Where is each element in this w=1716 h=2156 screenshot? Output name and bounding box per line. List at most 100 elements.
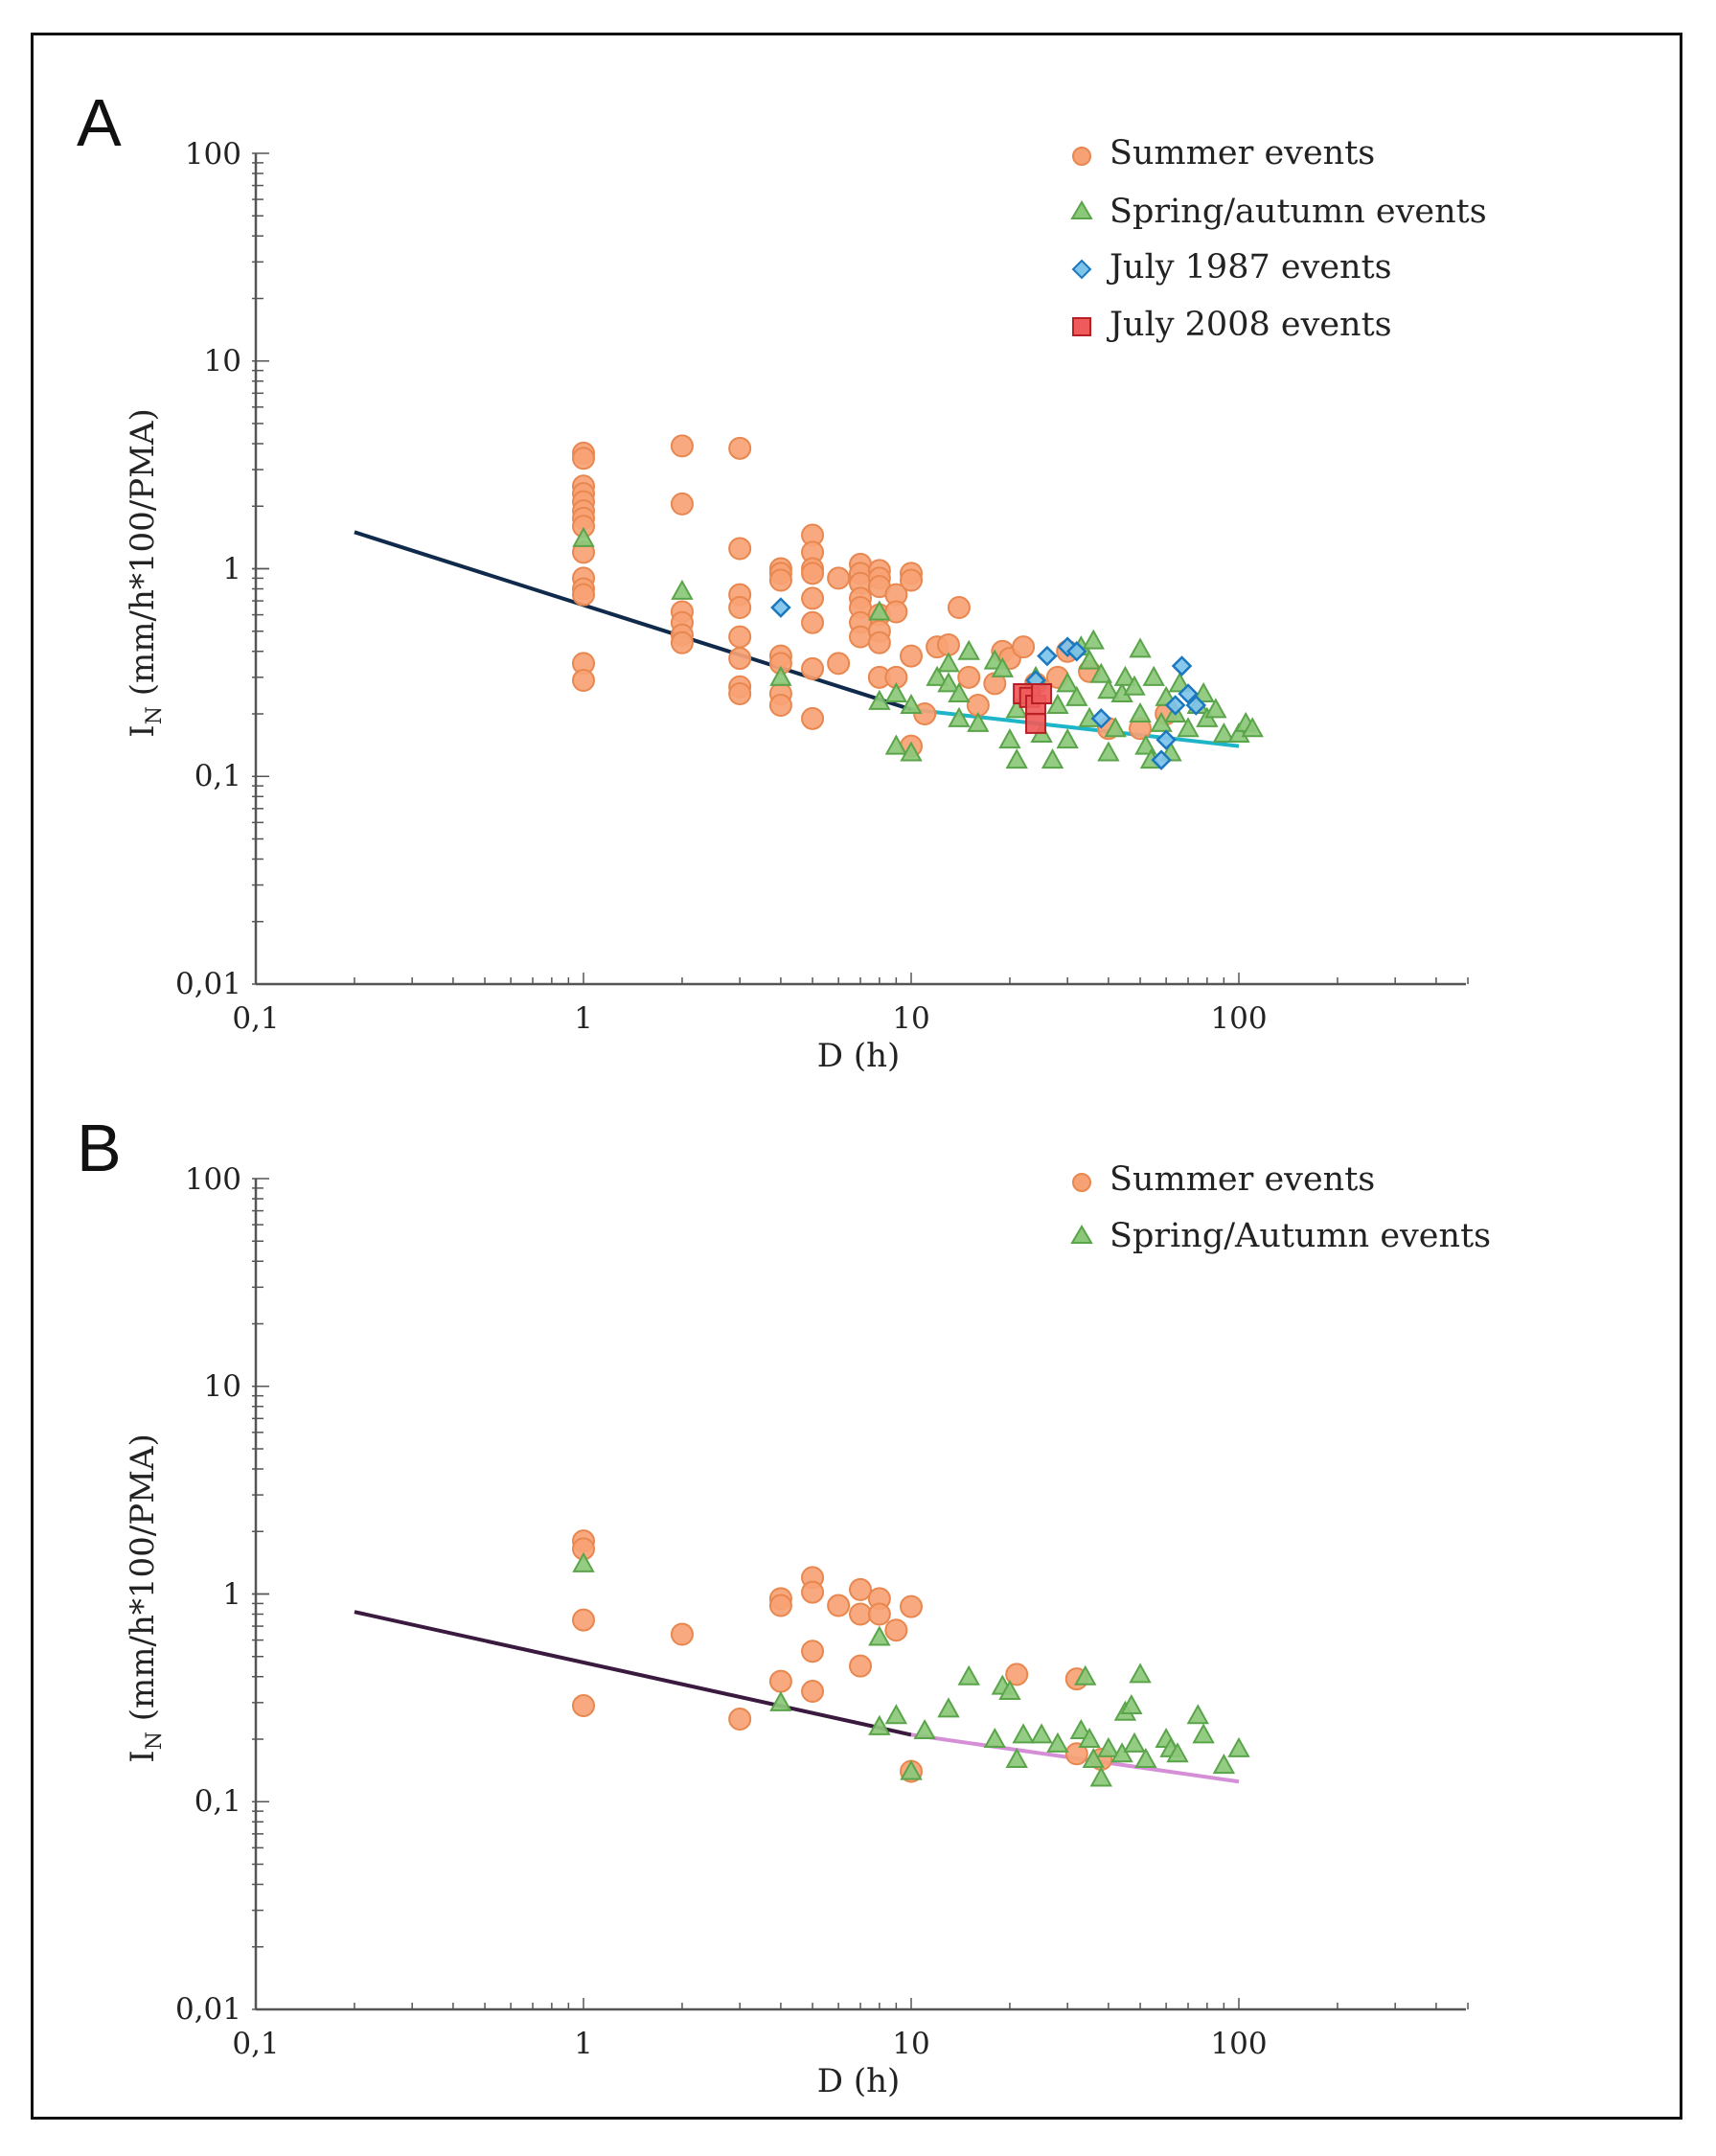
chart-b-point-spring-autumn-events <box>1129 1663 1152 1684</box>
chart-a-point-summer-events <box>947 596 971 620</box>
chart-a-y-tick-label: 100 <box>185 137 241 172</box>
chart-a-point-summer-events <box>572 447 595 470</box>
chart-a-point-july-1987-events <box>1155 729 1177 750</box>
chart-b-x-tick-label: 10 <box>892 2027 929 2061</box>
chart-a-point-spring-autumn-events <box>1142 665 1165 686</box>
chart-a-point-july-1987-events <box>1171 655 1193 677</box>
chart-a-legend-marker-spring <box>1070 200 1093 219</box>
chart-a-point-spring-autumn-events <box>937 652 960 673</box>
chart-a-panel-letter: A <box>77 85 122 160</box>
chart-a-x-tick-label: 10 <box>892 1001 929 1036</box>
chart-a-point-spring-autumn-events <box>1177 717 1200 738</box>
chart-a-point-spring-autumn-events <box>900 741 923 762</box>
chart-a-point-july-2008-events <box>1025 712 1047 734</box>
chart-a-x-tick-label: 100 <box>1210 1001 1267 1036</box>
chart-a-point-summer-events <box>728 537 752 561</box>
chart-a-legend-label: July 2008 events <box>1107 306 1392 344</box>
chart-b-legend-label: Spring/Autumn events <box>1110 1217 1491 1255</box>
chart-b-point-spring-autumn-events <box>1046 1732 1069 1753</box>
chart-a-point-summer-events <box>900 568 923 592</box>
chart-b-legend: Summer events Spring/Autumn events <box>1070 1160 1491 1255</box>
chart-a-legend-label: July 1987 events <box>1107 248 1392 287</box>
chart-a-point-summer-events <box>768 568 792 592</box>
chart-a-point-spring-autumn-events <box>1192 681 1215 702</box>
chart-a-point-spring-autumn-events <box>967 711 990 732</box>
chart-b-point-summer-events <box>768 1669 792 1693</box>
chart-b-legend-marker-spring <box>1070 1225 1093 1244</box>
chart-a-point-summer-events <box>728 596 752 620</box>
chart-a-legend-label: Summer events <box>1110 134 1375 172</box>
chart-a-point-spring-autumn-events <box>1134 734 1157 755</box>
chart-b-point-summer-events <box>1064 1742 1088 1766</box>
chart-b-point-summer-events <box>572 1608 595 1632</box>
chart-b-point-summer-events <box>670 1622 694 1646</box>
chart-a-x-tick-label: 0,1 <box>232 1001 279 1036</box>
chart-a-point-spring-autumn-events <box>868 689 891 710</box>
chart-b-point-spring-autumn-events <box>900 1759 923 1780</box>
chart-b-point-spring-autumn-events <box>1192 1723 1215 1744</box>
chart-a-points <box>572 434 1264 770</box>
chart-b-threshold-line-0 <box>354 1610 912 1737</box>
chart-b-y-tick-label: 10 <box>204 1369 241 1404</box>
chart-a-legend: Summer events Spring/autumn events July … <box>1070 134 1487 344</box>
chart-a-point-spring-autumn-events <box>900 693 923 715</box>
chart-a-x-axis-title: D (h) <box>817 1037 901 1075</box>
chart-a-legend-label: Spring/autumn events <box>1110 193 1487 231</box>
chart-a-point-summer-events <box>849 625 873 649</box>
chart-b-point-spring-autumn-events <box>1134 1747 1157 1769</box>
chart-b-point-summer-events <box>801 1580 825 1604</box>
chart-a-point-summer-events <box>670 631 694 654</box>
chart-a-point-summer-events <box>801 562 825 585</box>
chart-a-y-tick-label: 0,1 <box>194 759 241 793</box>
chart-b-point-spring-autumn-events <box>1078 1727 1101 1749</box>
chart-b-point-spring-autumn-events <box>957 1664 980 1686</box>
chart-a-point-summer-events <box>867 631 891 654</box>
chart-a-point-spring-autumn-events <box>998 728 1021 749</box>
chart-a-point-spring-autumn-events <box>1129 701 1152 723</box>
chart-b-point-spring-autumn-events <box>1030 1723 1053 1744</box>
chart-b-point-summer-events <box>728 1707 752 1731</box>
chart-b-point-summer-events <box>801 1680 825 1704</box>
chart-b-point-spring-autumn-events <box>1089 1766 1112 1787</box>
chart-b-legend-marker-summer <box>1072 1173 1091 1192</box>
chart-a-point-spring-autumn-events <box>1089 662 1112 683</box>
chart-b-point-summer-events <box>867 1602 891 1626</box>
chart-a-point-spring-autumn-events <box>937 672 960 693</box>
chart-a-point-spring-autumn-events <box>926 665 949 686</box>
chart-a-point-summer-events <box>801 610 825 634</box>
chart-b-point-spring-autumn-events <box>1227 1736 1250 1757</box>
chart-a-point-july-1987-events <box>1151 749 1172 770</box>
chart-a-point-july-1987-events <box>1164 695 1186 716</box>
chart-a-point-july-2008-events <box>1031 682 1053 704</box>
chart-a-point-july-1987-events <box>770 597 791 618</box>
chart-b-point-summer-events <box>884 1618 908 1642</box>
chart-b-point-summer-events <box>900 1594 923 1618</box>
chart-a-point-summer-events <box>801 706 825 730</box>
chart-a-point-spring-autumn-events <box>1097 678 1120 700</box>
figure-frame <box>31 33 1682 2120</box>
chart-a-point-july-1987-events <box>1065 640 1087 662</box>
chart-b-x-axis-title: D (h) <box>817 2062 901 2100</box>
chart-b-point-summer-events <box>572 1694 595 1718</box>
chart-a-point-spring-autumn-events <box>1212 722 1236 744</box>
chart-b-point-spring-autumn-events <box>1166 1742 1189 1763</box>
chart-b-point-spring-autumn-events <box>1005 1747 1028 1769</box>
chart-b-point-summer-events <box>849 1602 873 1626</box>
chart-a-point-summer-events <box>728 647 752 671</box>
chart-a-point-summer-events <box>801 656 825 680</box>
chart-a-legend-marker-july1987 <box>1071 259 1092 280</box>
chart-b-point-spring-autumn-events <box>1074 1664 1097 1686</box>
chart-a-legend-marker-summer <box>1072 147 1091 166</box>
chart-a-point-spring-autumn-events <box>1005 698 1028 719</box>
chart-b-x-tick-label: 100 <box>1210 2027 1267 2061</box>
chart-a-point-spring-autumn-events <box>1056 728 1079 749</box>
chart-b-y-axis-title: IN (mm/h*100/PMA) <box>124 1434 167 1762</box>
chart-a-point-spring-autumn-events <box>1123 675 1146 696</box>
chart-b-point-spring-autumn-events <box>868 1714 891 1735</box>
chart-b-point-spring-autumn-events <box>572 1551 595 1572</box>
chart-a-point-summer-events <box>670 434 694 458</box>
chart-a-point-summer-events <box>957 665 981 689</box>
chart-a-x-tick-label: 1 <box>574 1001 593 1036</box>
chart-b-point-summer-events <box>768 1594 792 1617</box>
